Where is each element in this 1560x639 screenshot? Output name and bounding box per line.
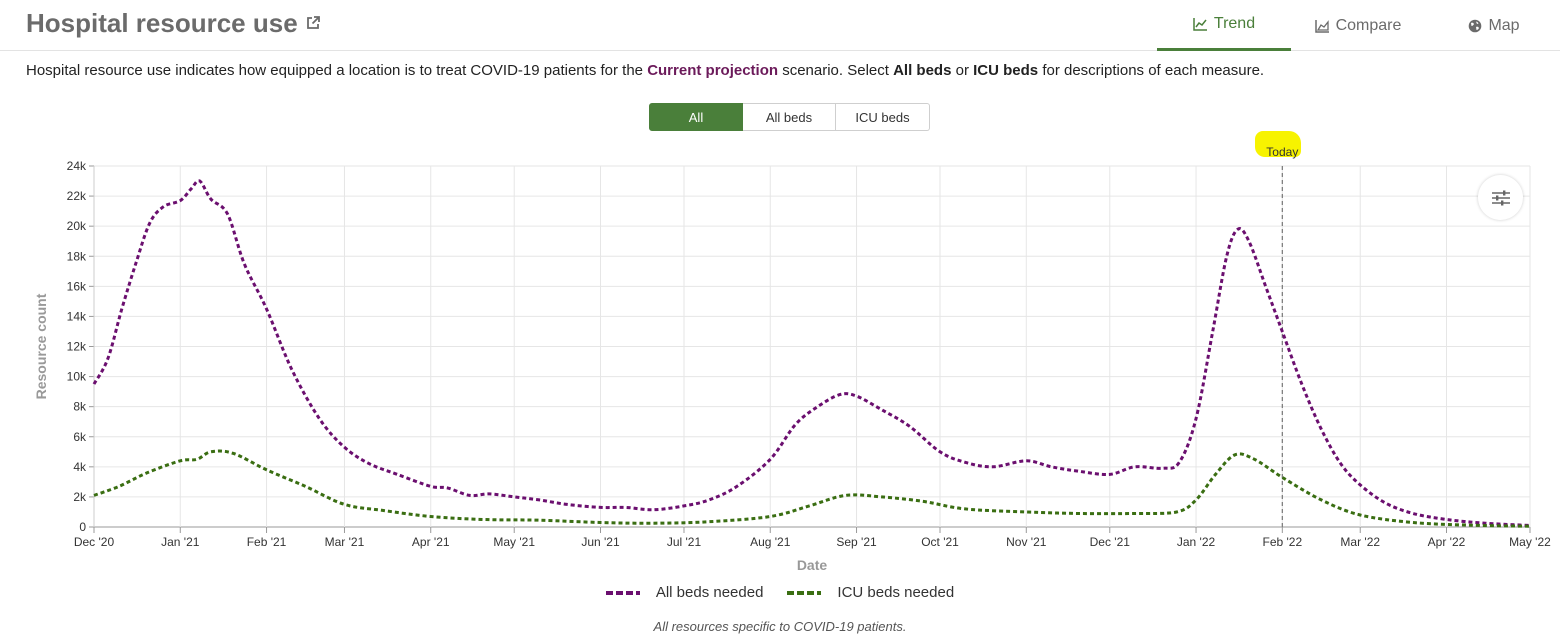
- legend-icu-beds[interactable]: ICU beds needed: [787, 584, 954, 601]
- y-tick-label: 24k: [67, 159, 87, 173]
- chart-settings-button[interactable]: [1478, 175, 1523, 220]
- x-tick-label: Apr '21: [412, 535, 450, 549]
- tab-map-label: Map: [1488, 16, 1520, 34]
- x-tick-label: Jan '21: [161, 535, 200, 549]
- today-highlight: [1255, 131, 1301, 157]
- tab-compare[interactable]: Compare: [1300, 0, 1416, 51]
- legend-label-all-beds: All beds needed: [655, 584, 764, 601]
- resource-chart: 0 2k 4k 6k 8k 10k 12k 14k 16k 18k 20k 22k 24k Dec '20…: [33, 145, 1551, 573]
- legend-swatch-all-beds: [605, 590, 640, 595]
- y-tick-label: 6k: [73, 430, 87, 444]
- globe-icon: [1469, 19, 1482, 32]
- x-tick-label: Jun '21: [581, 535, 620, 549]
- tab-map[interactable]: Map: [1452, 0, 1536, 51]
- tab-trend-label: Trend: [1213, 15, 1256, 32]
- y-tick-label: 14k: [67, 309, 87, 323]
- legend-label-icu-beds: ICU beds needed: [837, 584, 955, 601]
- filter-icu-beds-button[interactable]: ICU beds: [836, 103, 930, 131]
- x-tick-label: Aug '21: [750, 535, 791, 549]
- chart-legend: All beds needed ICU beds needed: [0, 584, 1560, 601]
- scenario-name: Current projection: [647, 62, 779, 79]
- x-tick-label: Oct '21: [921, 535, 959, 549]
- y-tick-label: 22k: [67, 189, 87, 203]
- x-tick-label: Dec '20: [74, 535, 115, 549]
- x-tick-label: Jul '21: [667, 535, 702, 549]
- y-tick-label: 18k: [67, 249, 87, 263]
- filter-all-button[interactable]: All: [649, 103, 743, 131]
- description: Hospital resource use indicates how equi…: [26, 62, 1265, 79]
- x-tick-label: Dec '21: [1090, 535, 1131, 549]
- x-axis-title: Date: [797, 557, 828, 573]
- tab-trend[interactable]: Trend: [1157, 0, 1291, 51]
- sliders-icon: [1491, 190, 1510, 205]
- y-tick-label: 20k: [67, 219, 87, 233]
- x-tick-label: Apr '22: [1428, 535, 1466, 549]
- area-chart-icon: [1314, 19, 1329, 33]
- x-tick-label: May '21: [493, 535, 535, 549]
- x-tick-label: Sep '21: [836, 535, 877, 549]
- y-axis-title: Resource count: [33, 293, 49, 399]
- bed-type-filter: All All beds ICU beds: [649, 103, 930, 131]
- x-tick-label: Mar '21: [325, 535, 365, 549]
- y-tick-label: 2k: [73, 490, 87, 504]
- x-tick-label: Mar '22: [1340, 535, 1380, 549]
- today-label: Today: [1266, 145, 1298, 159]
- x-tick-label: Feb '22: [1262, 535, 1302, 549]
- filter-all-beds-button[interactable]: All beds: [743, 103, 836, 131]
- header: Hospital resource use Trend Compare Map: [0, 0, 1560, 51]
- line-chart-icon: [1193, 18, 1207, 31]
- series-line-all-beds: [92, 179, 1531, 527]
- y-tick-label: 8k: [73, 400, 87, 414]
- legend-swatch-icu-beds: [787, 590, 822, 595]
- y-tick-label: 4k: [73, 460, 87, 474]
- y-tick-label: 16k: [67, 279, 87, 293]
- y-tick-label: 0: [79, 520, 86, 534]
- external-link-icon[interactable]: [305, 15, 321, 31]
- x-tick-label: Jan '22: [1177, 535, 1216, 549]
- x-tick-label: May '22: [1509, 535, 1551, 549]
- tab-compare-label: Compare: [1335, 16, 1402, 34]
- x-tick-label: Feb '21: [247, 535, 287, 549]
- chart-footnote: All resources specific to COVID-19 patie…: [653, 619, 907, 634]
- y-tick-label: 12k: [67, 340, 87, 354]
- legend-all-beds[interactable]: All beds needed: [605, 584, 764, 601]
- series-line-icu-beds: [93, 449, 1531, 528]
- page-title: Hospital resource use: [26, 8, 298, 38]
- x-tick-label: Nov '21: [1006, 535, 1047, 549]
- y-tick-label: 10k: [67, 370, 87, 384]
